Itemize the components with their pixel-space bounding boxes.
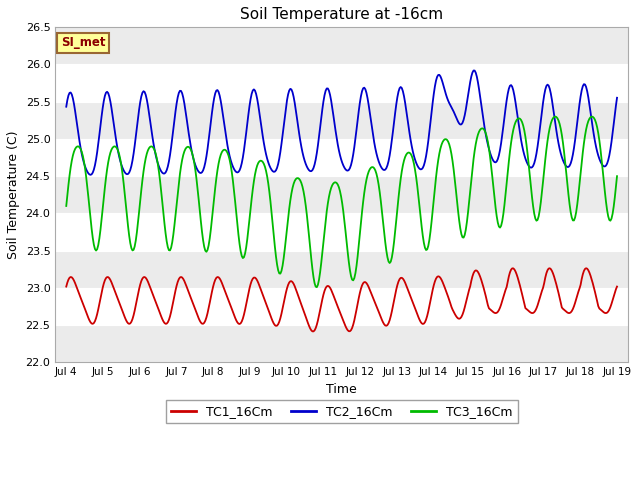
Title: Soil Temperature at -16cm: Soil Temperature at -16cm (240, 7, 443, 22)
Legend: TC1_16Cm, TC2_16Cm, TC3_16Cm: TC1_16Cm, TC2_16Cm, TC3_16Cm (166, 400, 518, 423)
Bar (55, 64, 628, 102)
Bar (55, 176, 628, 213)
Text: SI_met: SI_met (61, 36, 105, 49)
Y-axis label: Soil Temperature (C): Soil Temperature (C) (7, 131, 20, 259)
Bar (55, 213, 628, 251)
Bar (55, 139, 628, 176)
X-axis label: Time: Time (326, 383, 357, 396)
Bar (55, 288, 628, 325)
Bar (55, 102, 628, 139)
Bar (55, 251, 628, 288)
Bar (55, 27, 628, 64)
Bar (55, 325, 628, 362)
